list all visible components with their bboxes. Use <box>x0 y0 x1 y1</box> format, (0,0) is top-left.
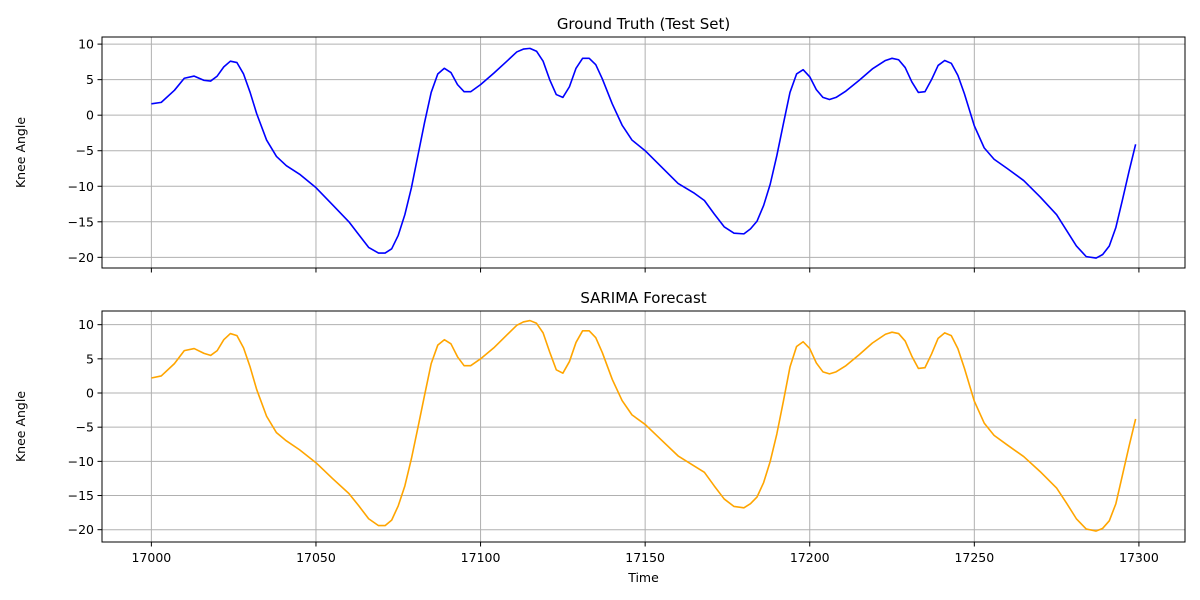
y-tick-label: −20 <box>68 522 94 537</box>
y-tick-label: −15 <box>68 488 94 503</box>
chart-title: SARIMA Forecast <box>580 289 706 307</box>
x-tick-label: 17100 <box>461 550 501 565</box>
axes-frame <box>101 310 1186 543</box>
y-tick-label: −5 <box>76 420 94 435</box>
y-tick-label: 5 <box>86 351 94 366</box>
y-tick-label: 10 <box>78 317 94 332</box>
y-tick-label: 0 <box>86 108 94 123</box>
y-axis-label: Knee Angle <box>13 117 28 188</box>
series-line <box>151 319 1137 532</box>
y-axis-label: Knee Angle <box>13 391 28 462</box>
x-tick-label: 17150 <box>625 550 665 565</box>
y-tick-label: 10 <box>78 37 94 52</box>
axes-frame <box>101 36 1186 269</box>
y-tick-label: −20 <box>68 250 94 265</box>
y-tick-label: 5 <box>86 72 94 87</box>
x-tick-label: 17000 <box>131 550 171 565</box>
sarima-forecast-panel: 17000 17050 17100 17150 17200 17250 17300 −20 −1… <box>13 289 1186 585</box>
series-line <box>151 47 1137 259</box>
y-tick-label: −10 <box>68 454 94 469</box>
y-tick-label: −10 <box>68 179 94 194</box>
chart-title: Ground Truth (Test Set) <box>557 15 730 33</box>
x-tick-label: 17250 <box>954 550 994 565</box>
y-tick-label: −5 <box>76 143 94 158</box>
x-tick-label: 17300 <box>1119 550 1159 565</box>
ground-truth-panel: −20 −15 −10 −5 0 5 10 Ground Truth (Test Set) Kn… <box>13 15 1186 273</box>
y-tick-label: −15 <box>68 214 94 229</box>
x-axis-label: Time <box>627 570 659 585</box>
x-tick-label: 17050 <box>296 550 336 565</box>
x-tick-label: 17200 <box>790 550 830 565</box>
y-tick-label: 0 <box>86 386 94 401</box>
